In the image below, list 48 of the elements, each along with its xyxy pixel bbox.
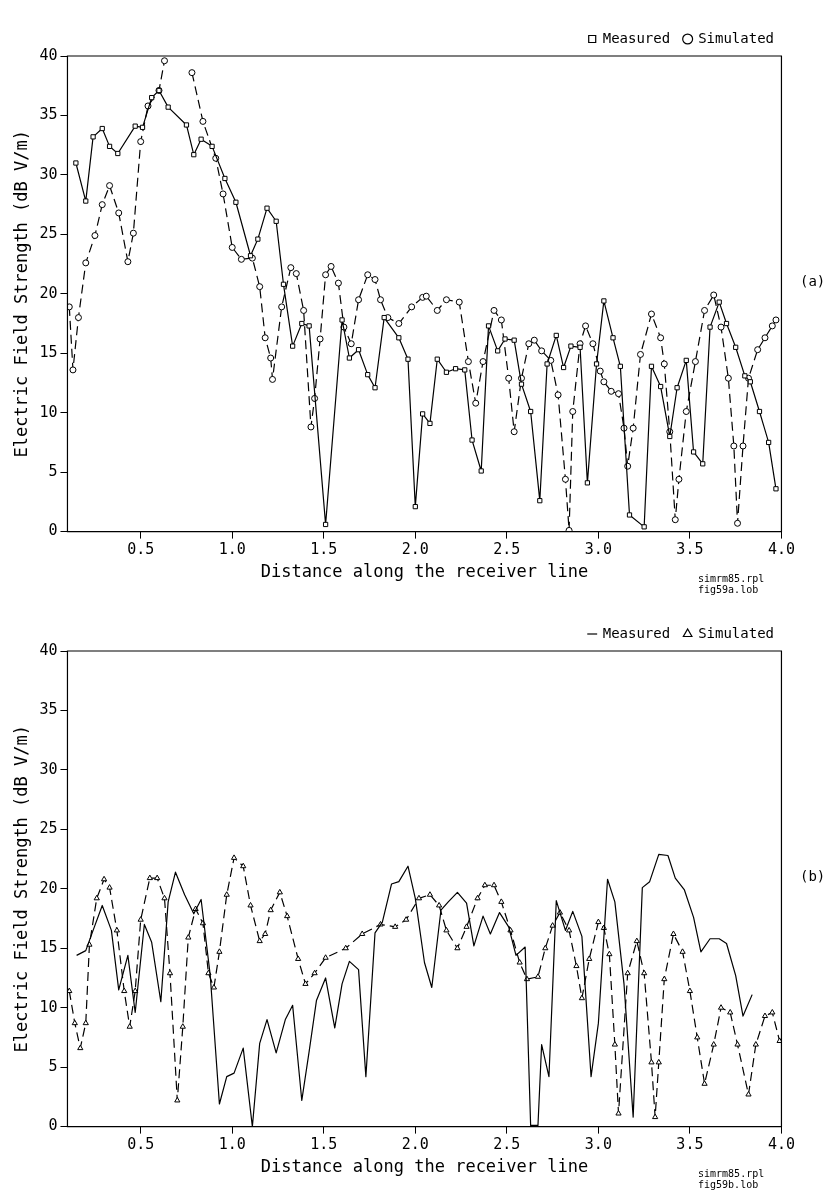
text: simrm85.rpl [698,573,765,584]
x-tick-label: 2.5 [493,1135,521,1154]
x-tick-label: 4.0 [767,540,795,559]
y-tick-label: 25 [39,819,58,838]
caption: fig59b.lob [698,1179,759,1190]
x-tick-label: 3.5 [676,540,704,559]
x-tick-label: 1.0 [218,1135,246,1154]
y-tick-label: 35 [39,105,58,124]
y-tick-label: 0 [48,521,58,540]
x-tick-label: 3.5 [676,1135,704,1154]
y-tick-label: 0 [48,1116,58,1135]
text: (a) [800,272,823,289]
x-tick-label: 2.5 [493,540,521,559]
y-tick-label: 40 [39,640,58,659]
y-tick-label: 30 [39,164,58,183]
x-tick-label: 2.0 [401,1135,429,1154]
y-tick-label: 5 [48,462,58,481]
x-tick-label: 4.0 [767,1135,795,1154]
x-tick-label: 1.5 [310,540,338,559]
legend-label: Measured [602,29,671,46]
x-tick-label: 0.5 [127,540,155,559]
x-tick-label: 3.0 [584,1135,612,1154]
y-tick-label: 35 [39,700,58,719]
x-tick-label: 1.0 [218,540,246,559]
legend-label: Simulated [698,29,774,46]
y-tick-label: 40 [39,45,58,64]
legend-label: Simulated [698,624,774,641]
y-tick-label: 20 [39,283,58,302]
y-tick-label: 5 [48,1057,58,1076]
x-axis-title: Distance along the receiver line [260,561,589,582]
legend-label: Measured [602,624,671,641]
y-tick-label: 10 [39,402,58,421]
x-tick-label: 2.0 [401,540,429,559]
x-tick-label: 1.5 [310,1135,338,1154]
y-tick-label: 15 [39,343,58,362]
text: simrm85.rpl [698,1168,765,1179]
y-tick-label: 10 [39,997,58,1016]
x-tick-label: 3.0 [584,540,612,559]
y-axis-title: Electric Field Strength (dB V/m) [10,725,31,1053]
y-tick-label: 25 [39,224,58,243]
x-axis-title: Distance along the receiver line [260,1156,589,1177]
y-tick-label: 30 [39,759,58,778]
text: (b) [800,867,823,884]
x-tick-label: 0.5 [127,1135,155,1154]
y-tick-label: 15 [39,938,58,957]
caption: fig59a.lob [698,584,759,595]
y-tick-label: 20 [39,878,58,897]
y-axis-title: Electric Field Strength (dB V/m) [10,130,31,458]
